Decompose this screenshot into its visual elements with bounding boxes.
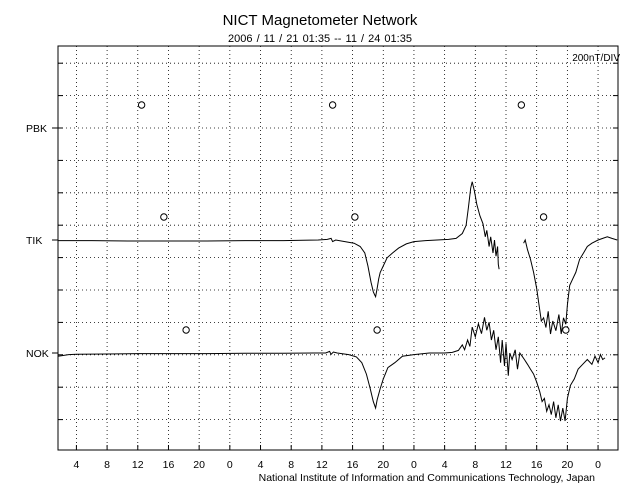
local-midnight-marker — [182, 326, 190, 334]
x-tick-label: 16 — [347, 459, 359, 471]
x-tick-label: 20 — [193, 459, 205, 471]
local-midnight-marker — [351, 213, 359, 221]
x-tick-label: 0 — [227, 459, 233, 471]
x-tick-label: 8 — [288, 459, 294, 471]
chart-title: NICT Magnetometer Network — [222, 12, 418, 29]
x-tick-label: 16 — [531, 459, 543, 471]
x-tick-label: 16 — [163, 459, 175, 471]
x-tick-label: 4 — [258, 459, 264, 471]
local-midnight-marker — [328, 101, 337, 109]
x-tick-label: 4 — [442, 459, 448, 471]
x-tick-label: 8 — [472, 459, 478, 471]
x-tick-label: 12 — [500, 459, 512, 471]
local-midnight-marker — [562, 326, 570, 334]
x-tick-label: 0 — [411, 459, 417, 471]
local-midnight-marker — [160, 213, 168, 221]
x-tick-label: 4 — [73, 459, 79, 471]
series-line-tik — [58, 181, 500, 299]
local-midnight-marker — [373, 326, 381, 334]
x-tick-label: 20 — [377, 459, 389, 471]
chart-subtitle: 2006 / 11 / 21 01:35 -- 11 / 24 01:35 — [228, 33, 412, 45]
x-tick-label: 8 — [104, 459, 110, 471]
local-midnight-marker — [517, 101, 526, 109]
series-line-tik-segment2 — [523, 236, 618, 335]
x-tick-label: 12 — [132, 459, 144, 471]
station-label-pbk: PBK — [26, 123, 47, 135]
footer-credit: National Institute of Information and Co… — [258, 472, 595, 484]
local-midnight-marker — [539, 213, 548, 221]
local-midnight-marker — [137, 101, 146, 109]
station-label-tik: TIK — [26, 235, 42, 247]
x-tick-label: 20 — [562, 459, 574, 471]
scale-label: 200nT/DIV — [572, 53, 620, 64]
plot-frame — [57, 45, 619, 451]
series-line-nok — [57, 317, 606, 422]
station-label-nok: NOK — [26, 348, 49, 360]
x-tick-label: 0 — [595, 459, 601, 471]
x-tick-label: 12 — [316, 459, 328, 471]
